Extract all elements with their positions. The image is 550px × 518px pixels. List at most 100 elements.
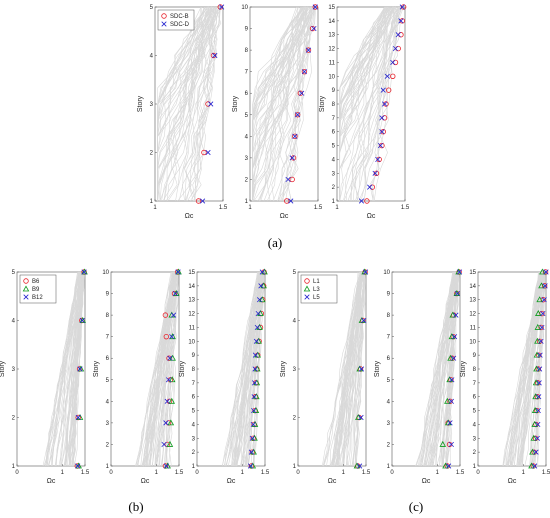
legend-label: B9: [32, 287, 40, 293]
data-point: [375, 156, 381, 163]
data-point: [449, 377, 455, 383]
realization-curve: [344, 6, 397, 202]
realization-curves: [42, 271, 85, 467]
y-tick-label: 3: [106, 421, 110, 427]
y-tick-label: 2: [245, 177, 249, 183]
realization-curve: [343, 6, 396, 202]
data-point: [253, 338, 259, 344]
legend-label: SDC-B: [170, 14, 189, 20]
data-point: [448, 398, 454, 404]
data-point: [540, 310, 546, 317]
y-tick-label: 3: [245, 156, 249, 162]
realization-curve: [159, 6, 214, 202]
chart-panel-a-2: 1 2 3 4 5 6 7 8 9 10 1 1.5 Ωc Story: [232, 4, 323, 220]
data-point: [379, 142, 385, 149]
y-tick-label: 5: [293, 270, 297, 276]
data-point: [208, 101, 214, 107]
y-tick-label: 2: [332, 185, 336, 191]
y-tick-label: 13: [328, 33, 335, 39]
data-point: [367, 184, 373, 190]
y-tick-label: 13: [469, 298, 476, 304]
data-point: [537, 352, 543, 358]
realization-curve: [223, 271, 258, 467]
data-point: [531, 420, 538, 427]
realization-curve: [194, 6, 219, 202]
data-point: [259, 296, 266, 303]
data-point: [168, 397, 176, 404]
y-tick-label: 4: [332, 157, 336, 163]
realization-curve: [156, 271, 175, 467]
y-tick-label: 10: [188, 339, 195, 345]
y-tick-label: 2: [387, 442, 391, 448]
x-axis-label: Ωc: [185, 213, 194, 220]
x-tick-label: 1.5: [219, 205, 228, 211]
realization-curve: [145, 271, 174, 467]
data-point: [305, 47, 312, 53]
data-point: [447, 420, 453, 426]
y-tick-label: 2: [106, 442, 110, 448]
realization-curve: [58, 271, 81, 467]
realization-curve: [158, 6, 216, 202]
series-sdc-d: [358, 4, 405, 204]
y-tick-label: 8: [387, 313, 391, 319]
y-tick-label: 5: [245, 113, 249, 119]
y-tick-label: 5: [192, 409, 196, 415]
series-b12: [161, 269, 181, 469]
data-point: [530, 434, 538, 441]
x-axis-label: Ωc: [141, 478, 150, 485]
data-point: [390, 59, 396, 66]
caption-a: (a): [268, 235, 282, 250]
data-point: [358, 414, 364, 421]
realization-curve: [184, 6, 217, 202]
realization-curve: [371, 6, 401, 202]
realization-curve: [363, 6, 403, 202]
legend-label: B12: [32, 295, 43, 301]
realization-curve: [424, 271, 455, 467]
data-point: [285, 176, 291, 183]
realization-curve: [326, 271, 362, 467]
x-tick-label: 1: [61, 470, 65, 476]
data-point: [373, 170, 380, 176]
data-point: [399, 4, 405, 10]
realization-curve: [369, 6, 404, 202]
series-sdc-b: [284, 4, 318, 204]
data-point: [353, 462, 361, 469]
realization-curve: [164, 6, 215, 202]
data-point: [312, 4, 318, 10]
realization-curve: [429, 271, 455, 467]
legend-label: B6: [32, 279, 40, 285]
data-point: [385, 87, 392, 93]
realization-curve: [252, 6, 307, 202]
y-tick-label: 2: [473, 450, 477, 456]
realization-curve: [502, 271, 541, 467]
y-tick-label: 4: [293, 319, 297, 325]
realization-curve: [372, 6, 400, 202]
y-tick-label: 1: [150, 199, 154, 205]
realization-curve: [252, 6, 308, 201]
data-point: [533, 365, 540, 372]
y-tick-label: 1: [332, 199, 336, 205]
data-point: [536, 296, 543, 303]
data-point: [163, 463, 169, 469]
data-point: [390, 73, 396, 79]
realization-curve: [68, 271, 83, 467]
data-point: [212, 52, 218, 59]
legend-box: [300, 274, 338, 304]
realization-curve: [532, 271, 545, 467]
realization-curve: [240, 271, 261, 467]
y-tick-label: 10: [469, 339, 476, 345]
legend-marker: [304, 278, 310, 284]
realization-curve: [419, 271, 456, 467]
y-axis-label: Story: [374, 360, 381, 377]
data-point: [167, 419, 175, 426]
x-tick-label: 1.5: [542, 470, 550, 476]
realization-curve: [72, 271, 85, 467]
data-point: [284, 198, 290, 204]
realization-curve: [435, 271, 459, 467]
realization-curve: [282, 6, 312, 202]
chart-panel-a-1: 1 2 3 4 5 1 1.5 Ωc Story SDC-B SDC-D: [137, 4, 228, 220]
x-axis-label: Ωc: [328, 478, 337, 485]
realization-curve: [322, 271, 362, 467]
realization-curve: [279, 6, 315, 202]
